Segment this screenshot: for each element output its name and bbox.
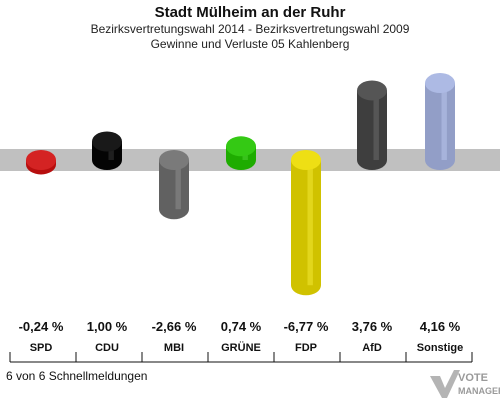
chart-titles: Stadt Mülheim an der Ruhr Bezirksvertret… <box>0 0 500 52</box>
logo-text-manager: MANAGER <box>458 386 500 396</box>
bar-afd <box>357 80 387 170</box>
value-label: -0,24 % <box>19 319 64 334</box>
bar-cdu <box>92 131 122 170</box>
category-label: Sonstige <box>417 342 463 354</box>
value-label: 3,76 % <box>352 319 393 334</box>
bar-cap <box>425 73 455 94</box>
bar-sonstige <box>425 73 455 170</box>
bar-spd <box>26 150 56 175</box>
bar-cap <box>92 131 122 152</box>
bar-fdp <box>291 150 321 296</box>
chart-title: Stadt Mülheim an der Ruhr <box>154 4 346 21</box>
value-label: 1,00 % <box>87 319 128 334</box>
bar-highlight <box>373 90 379 160</box>
category-label: FDP <box>295 342 317 354</box>
category-label: AfD <box>362 342 382 354</box>
bar-highlight <box>441 83 447 160</box>
category-label: GRÜNE <box>221 341 261 354</box>
bar-mbi <box>159 150 189 220</box>
bar-body <box>357 90 387 170</box>
bar-cap <box>26 150 56 170</box>
bar-body <box>291 160 321 296</box>
bar-highlight <box>307 160 313 286</box>
category-label: CDU <box>95 342 119 354</box>
value-label: -6,77 % <box>284 319 329 334</box>
bar-highlight <box>175 160 181 210</box>
category-label: MBI <box>164 342 184 354</box>
bar-body <box>425 83 455 170</box>
bar-cap <box>357 80 387 101</box>
bar-grüne <box>226 136 256 170</box>
bar-cap <box>159 150 189 170</box>
value-label: 4,16 % <box>420 319 461 334</box>
bar-cap <box>291 150 321 170</box>
value-label: -2,66 % <box>152 319 197 334</box>
logo-text-vote: VOTE <box>458 372 488 384</box>
vote-manager-logo: VOTE MANAGER <box>430 370 500 398</box>
value-label: 0,74 % <box>221 319 262 334</box>
category-label: SPD <box>30 342 53 354</box>
chart-subtitle-2: Gewinne und Verluste 05 Kahlenberg <box>150 37 350 51</box>
chart-subtitle-1: Bezirksvertretungswahl 2014 - Bezirksver… <box>90 22 410 36</box>
bar-cap <box>226 136 256 157</box>
bar-body <box>159 160 189 220</box>
footer-status: 6 von 6 Schnellmeldungen <box>6 369 148 383</box>
